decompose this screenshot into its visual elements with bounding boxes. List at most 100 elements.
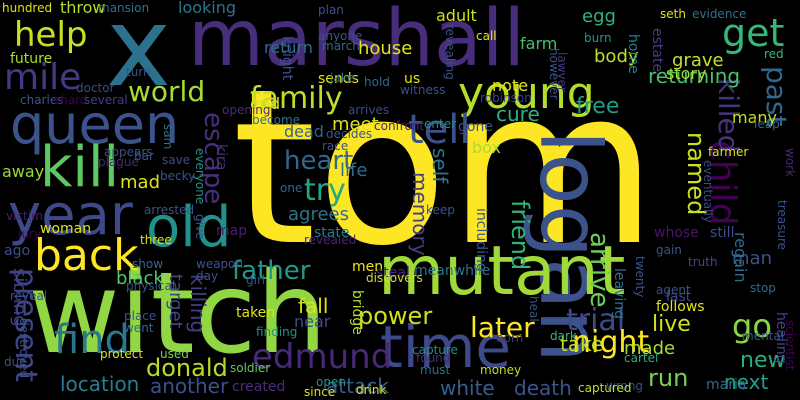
word: witness xyxy=(400,83,446,97)
word: meet xyxy=(332,114,379,135)
word: mad xyxy=(120,172,160,193)
word: farm xyxy=(520,34,558,53)
word: becky xyxy=(160,169,196,183)
word: near xyxy=(294,312,331,331)
word: due xyxy=(4,355,27,369)
word: self xyxy=(428,148,452,184)
word: wrong xyxy=(606,379,644,393)
word: gain xyxy=(656,243,682,257)
word: regain xyxy=(731,232,750,283)
word: show xyxy=(132,257,164,271)
word: captured xyxy=(578,381,632,395)
word: lawyer xyxy=(555,52,569,92)
word: run xyxy=(648,364,689,392)
word: must xyxy=(420,363,451,377)
word: estate xyxy=(649,28,665,73)
word: tom xyxy=(232,42,658,293)
word: leap xyxy=(754,117,780,131)
word: queen xyxy=(10,93,180,156)
word: donald xyxy=(146,354,228,382)
word: us xyxy=(404,71,421,87)
word: follows xyxy=(656,299,705,315)
word: attack xyxy=(326,374,389,398)
word: agrees xyxy=(288,204,349,225)
word: maria xyxy=(706,377,747,393)
word: confront xyxy=(374,119,425,133)
word: dead xyxy=(284,122,324,141)
word: away xyxy=(2,162,45,181)
word: family xyxy=(250,81,343,116)
word: stop xyxy=(750,281,776,295)
word: help xyxy=(14,15,88,55)
word: last xyxy=(666,289,692,305)
word: money xyxy=(480,363,522,377)
word: night xyxy=(572,325,650,360)
word: become xyxy=(252,113,301,127)
word: free xyxy=(576,94,620,119)
word: death xyxy=(514,376,572,400)
word: edmund xyxy=(252,337,393,377)
word: heal xyxy=(527,296,541,322)
word: give xyxy=(193,214,207,240)
word: open xyxy=(316,375,346,389)
word: place xyxy=(124,309,157,323)
word: white xyxy=(440,376,495,400)
word: steal xyxy=(376,265,410,281)
word: revealing xyxy=(443,24,457,80)
word: leaving xyxy=(611,268,627,320)
word: go xyxy=(732,307,772,345)
word: one xyxy=(280,181,303,195)
word: end xyxy=(250,94,281,113)
word: power xyxy=(358,302,433,330)
word: year xyxy=(8,183,133,248)
word: created xyxy=(232,379,286,395)
word: another xyxy=(150,374,229,398)
word: grave xyxy=(672,50,724,71)
word: egg xyxy=(582,6,616,27)
word: home xyxy=(625,34,641,74)
word: evidence xyxy=(692,7,747,21)
word: men xyxy=(352,259,384,275)
word: return xyxy=(264,38,313,57)
word: gone xyxy=(458,119,493,135)
word: looking xyxy=(178,0,237,17)
word: work xyxy=(783,148,797,178)
word: turn xyxy=(126,65,151,79)
word: enter xyxy=(424,117,457,131)
word: black xyxy=(116,268,164,289)
word: everyone xyxy=(193,148,207,205)
word: fall xyxy=(298,294,329,318)
word: race xyxy=(322,139,349,153)
word: opening xyxy=(222,103,271,117)
word: drink xyxy=(356,383,387,397)
word: future xyxy=(10,51,53,67)
word: tell xyxy=(408,107,471,153)
word: cure xyxy=(496,102,540,126)
word: story xyxy=(666,64,707,83)
word: mansion xyxy=(98,1,150,15)
word: arrested xyxy=(144,203,195,217)
word: dark xyxy=(550,329,577,343)
word: plague xyxy=(98,155,139,169)
word: plan xyxy=(318,3,344,17)
word: x xyxy=(106,0,172,111)
word: meanwhile xyxy=(414,263,491,279)
word: arrives xyxy=(348,103,390,117)
word: friend xyxy=(506,200,534,271)
word: day xyxy=(196,269,219,283)
word: world xyxy=(128,75,206,108)
word: new xyxy=(740,348,786,373)
word: discovers xyxy=(366,271,423,285)
word: red xyxy=(764,47,784,61)
word: victim xyxy=(6,209,43,223)
word: map xyxy=(216,223,248,239)
word: burn xyxy=(584,31,612,45)
word: father xyxy=(232,256,311,286)
word: body xyxy=(594,46,639,67)
word: farmer xyxy=(708,145,749,159)
word: adult xyxy=(436,6,477,25)
word: hundred xyxy=(2,1,53,15)
word: find xyxy=(54,317,130,363)
word: destroyed xyxy=(17,318,31,379)
